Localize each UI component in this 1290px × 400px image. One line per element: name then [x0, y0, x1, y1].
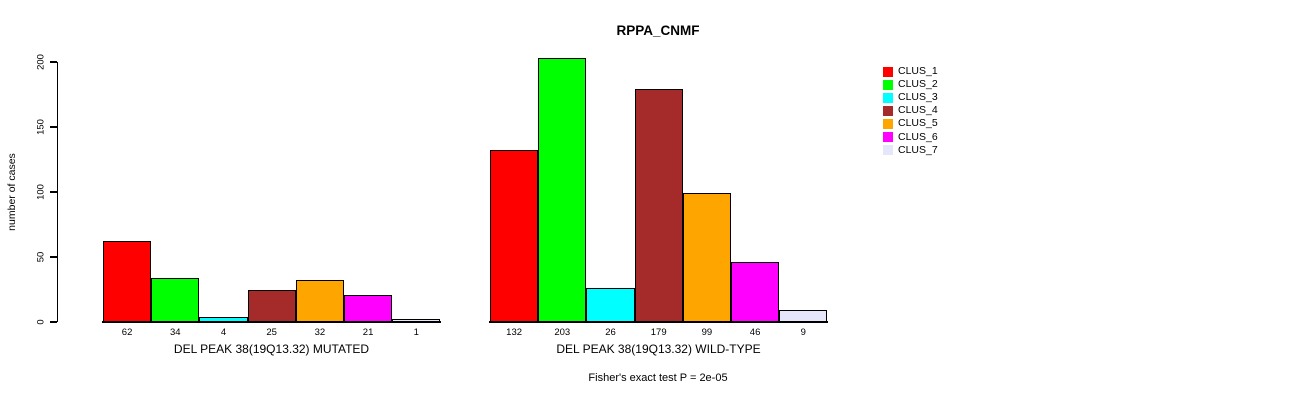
bar-value-label: 25 — [266, 327, 277, 338]
legend-item: CLUS_2 — [883, 78, 938, 91]
legend-label: CLUS_2 — [898, 78, 938, 91]
bar-clus_2 — [151, 277, 200, 322]
legend-swatch-clus_7 — [883, 145, 893, 156]
x-axis-label-wild-type: DEL PEAK 38(19Q13.32) WILD-TYPE — [556, 342, 761, 356]
bar-value-label: 1 — [413, 327, 419, 338]
bar-value-label: 9 — [800, 327, 806, 338]
bar-clus_6 — [344, 294, 393, 322]
y-axis-tick — [50, 256, 58, 258]
fisher-test-annotation: Fisher's exact test P = 2e-05 — [588, 372, 728, 384]
legend-swatch-clus_3 — [883, 92, 893, 103]
bar-clus_2 — [538, 58, 587, 322]
bar-value-label: 26 — [605, 327, 616, 338]
y-axis-line — [57, 61, 59, 323]
x-axis-baseline — [102, 321, 442, 323]
bar-clus_6 — [731, 262, 780, 322]
legend-label: CLUS_4 — [898, 104, 938, 117]
bar-value-label: 32 — [314, 327, 326, 338]
legend-label: CLUS_7 — [898, 143, 938, 156]
legend-swatch-clus_6 — [883, 132, 893, 143]
x-axis-baseline — [489, 321, 829, 323]
legend-swatch-clus_4 — [883, 105, 893, 116]
legend-item: CLUS_4 — [883, 104, 938, 117]
y-axis-tick-label: 200 — [35, 54, 47, 70]
bar-clus_5 — [682, 193, 731, 322]
legend-item: CLUS_1 — [883, 65, 938, 78]
legend-label: CLUS_1 — [898, 65, 938, 78]
bar-value-label: 34 — [170, 327, 181, 338]
bar-clus_7 — [779, 310, 828, 322]
bar-value-label: 132 — [506, 327, 523, 338]
bar-clus_5 — [295, 280, 344, 322]
y-axis-tick — [50, 191, 58, 193]
bar-value-label: 203 — [554, 327, 571, 338]
bar-value-label: 21 — [362, 327, 374, 338]
y-axis-tick — [50, 61, 58, 63]
chart-title: RPPA_CNMF — [616, 23, 700, 38]
legend-swatch-clus_2 — [883, 79, 893, 90]
legend-item: CLUS_3 — [883, 91, 938, 104]
legend-label: CLUS_6 — [898, 130, 938, 143]
legend-item: CLUS_5 — [883, 117, 938, 130]
bar-value-label: 4 — [220, 327, 227, 338]
legend-label: CLUS_5 — [898, 117, 938, 130]
x-axis-label-mutated: DEL PEAK 38(19Q13.32) MUTATED — [173, 342, 370, 356]
y-axis-tick-label: 100 — [35, 184, 47, 200]
bar-value-label: 62 — [121, 327, 133, 338]
legend-item: CLUS_6 — [883, 130, 938, 143]
y-axis-tick — [50, 126, 58, 128]
bar-clus_4 — [247, 289, 296, 322]
y-axis-tick — [50, 321, 58, 323]
legend: CLUS_1 CLUS_2 CLUS_3 CLUS_4 CLUS_5 CLUS_6 CLUS… — [883, 65, 938, 157]
bar-value-label: 46 — [749, 327, 761, 338]
y-axis-tick-label: 150 — [35, 119, 47, 135]
legend-label: CLUS_3 — [898, 91, 938, 104]
bar-clus_1 — [490, 150, 539, 322]
bar-clus_1 — [103, 241, 152, 322]
y-axis-tick-label: 50 — [35, 251, 47, 263]
y-axis-tick-label: 0 — [35, 319, 47, 325]
legend-swatch-clus_5 — [883, 118, 893, 129]
bar-value-label: 99 — [701, 327, 713, 338]
legend-swatch-clus_1 — [883, 66, 893, 77]
legend-item: CLUS_7 — [883, 144, 938, 157]
bar-value-label: 179 — [650, 327, 667, 338]
bar-clus_4 — [634, 89, 683, 322]
bar-clus_3 — [586, 288, 635, 322]
y-axis-title: number of cases — [6, 153, 18, 231]
